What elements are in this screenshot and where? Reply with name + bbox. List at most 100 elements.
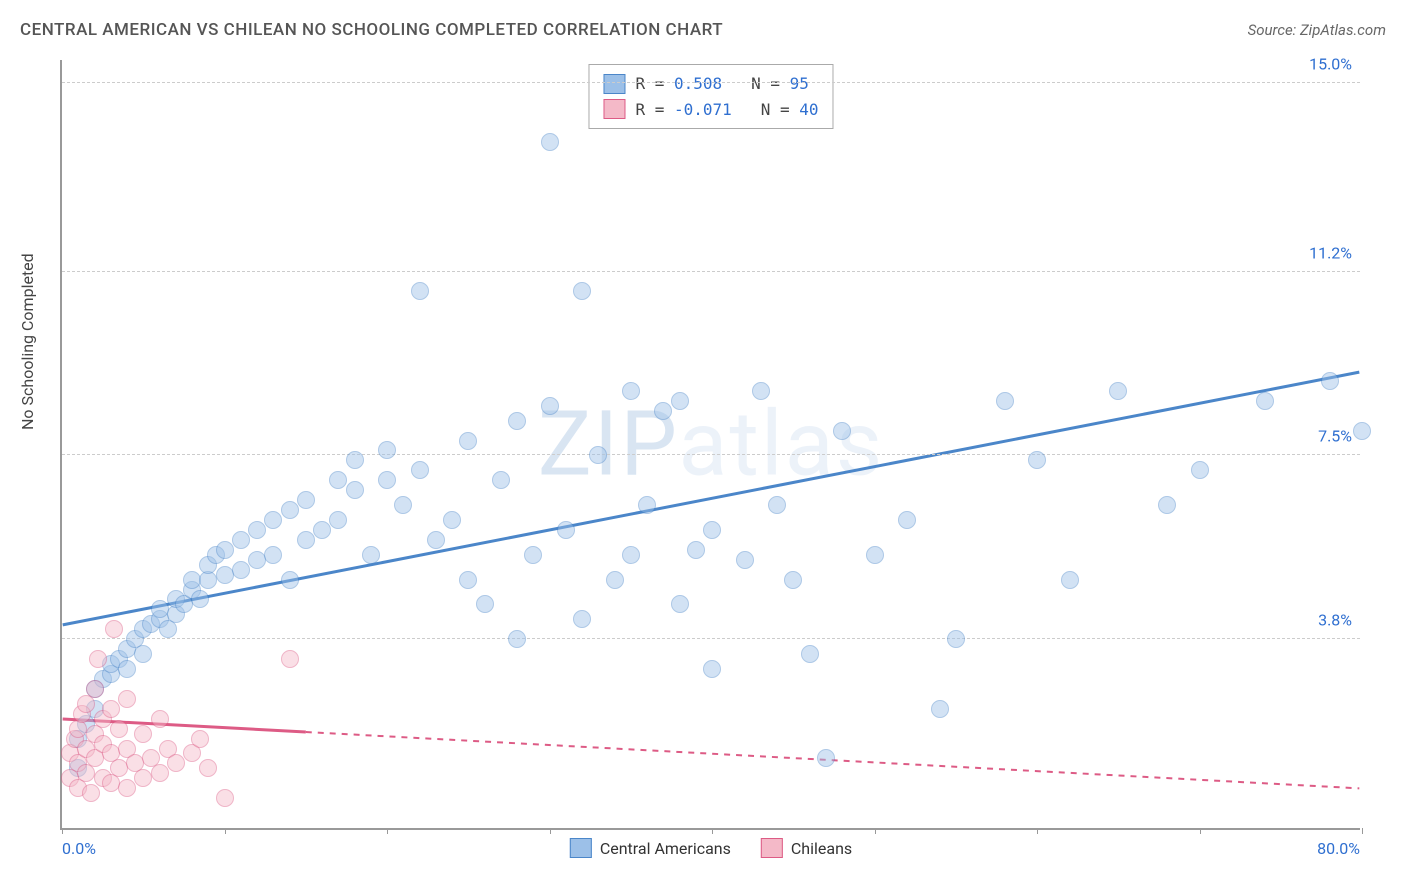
legend-swatch — [761, 838, 783, 858]
data-point — [118, 690, 136, 708]
data-point — [492, 471, 510, 489]
data-point — [866, 546, 884, 564]
x-tick — [550, 828, 551, 834]
legend-swatch — [603, 99, 625, 119]
data-point — [216, 789, 234, 807]
data-point — [118, 660, 136, 678]
data-point — [82, 784, 100, 802]
data-point — [524, 546, 542, 564]
data-point — [573, 282, 591, 300]
data-point — [1158, 496, 1176, 514]
data-point — [508, 630, 526, 648]
x-tick — [1362, 828, 1363, 834]
data-point — [898, 511, 916, 529]
data-point — [801, 645, 819, 663]
data-point — [573, 610, 591, 628]
regression-lines — [62, 60, 1360, 828]
legend-label: Central Americans — [600, 839, 731, 858]
data-point — [191, 730, 209, 748]
data-point — [151, 710, 169, 728]
data-point — [833, 422, 851, 440]
data-point — [264, 546, 282, 564]
gridline — [62, 454, 1360, 455]
data-point — [199, 759, 217, 777]
data-point — [541, 397, 559, 415]
chart-header: CENTRAL AMERICAN VS CHILEAN NO SCHOOLING… — [20, 20, 1386, 40]
x-tick — [1200, 828, 1201, 834]
data-point — [297, 491, 315, 509]
data-point — [638, 496, 656, 514]
data-point — [378, 471, 396, 489]
data-point — [1191, 461, 1209, 479]
legend-stats: R = -0.071 N = 40 — [635, 97, 818, 123]
data-point — [362, 546, 380, 564]
legend-item: Chileans — [761, 838, 852, 858]
data-point — [346, 451, 364, 469]
data-point — [947, 630, 965, 648]
chart-title: CENTRAL AMERICAN VS CHILEAN NO SCHOOLING… — [20, 20, 723, 40]
data-point — [687, 541, 705, 559]
y-axis-label: No Schooling Completed — [18, 253, 37, 430]
data-point — [167, 754, 185, 772]
data-point — [1109, 382, 1127, 400]
y-tick-label: 3.8% — [1318, 611, 1352, 630]
legend-swatch — [603, 74, 625, 94]
data-point — [541, 133, 559, 151]
data-point — [329, 471, 347, 489]
data-point — [1061, 571, 1079, 589]
x-tick — [387, 828, 388, 834]
data-point — [768, 496, 786, 514]
data-point — [110, 720, 128, 738]
data-point — [151, 764, 169, 782]
data-point — [411, 282, 429, 300]
data-point — [996, 392, 1014, 410]
y-tick-label: 7.5% — [1318, 427, 1352, 446]
data-point — [105, 620, 123, 638]
data-point — [411, 461, 429, 479]
data-point — [329, 511, 347, 529]
data-point — [86, 680, 104, 698]
gridline — [62, 82, 1360, 83]
legend-row: R = 0.508 N = 95 — [603, 71, 818, 97]
data-point — [654, 402, 672, 420]
legend-row: R = -0.071 N = 40 — [603, 97, 818, 123]
data-point — [459, 571, 477, 589]
gridline — [62, 638, 1360, 639]
data-point — [281, 650, 299, 668]
data-point — [394, 496, 412, 514]
gridline — [62, 271, 1360, 272]
y-tick-label: 11.2% — [1309, 243, 1352, 262]
data-point — [313, 521, 331, 539]
data-point — [346, 481, 364, 499]
chart-source: Source: ZipAtlas.com — [1248, 21, 1386, 39]
data-point — [817, 749, 835, 767]
data-point — [102, 700, 120, 718]
legend-swatch — [570, 838, 592, 858]
data-point — [118, 779, 136, 797]
data-point — [134, 645, 152, 663]
data-point — [1256, 392, 1274, 410]
data-point — [297, 531, 315, 549]
legend-stats: R = 0.508 N = 95 — [635, 71, 808, 97]
data-point — [671, 392, 689, 410]
x-tick — [712, 828, 713, 834]
data-point — [232, 531, 250, 549]
data-point — [557, 521, 575, 539]
data-point — [703, 521, 721, 539]
legend-item: Central Americans — [570, 838, 731, 858]
data-point — [1353, 422, 1371, 440]
data-point — [622, 382, 640, 400]
data-point — [784, 571, 802, 589]
series-legend: Central Americans Chileans — [570, 838, 852, 858]
data-point — [931, 700, 949, 718]
x-max-label: 80.0% — [1317, 839, 1360, 858]
data-point — [264, 511, 282, 529]
data-point — [427, 531, 445, 549]
data-point — [216, 541, 234, 559]
data-point — [1321, 372, 1339, 390]
data-point — [508, 412, 526, 430]
data-point — [191, 590, 209, 608]
scatter-plot: ZIPatlas R = 0.508 N = 95R = -0.071 N = … — [60, 60, 1360, 830]
correlation-legend: R = 0.508 N = 95R = -0.071 N = 40 — [588, 64, 833, 129]
watermark: ZIPatlas — [538, 392, 884, 497]
